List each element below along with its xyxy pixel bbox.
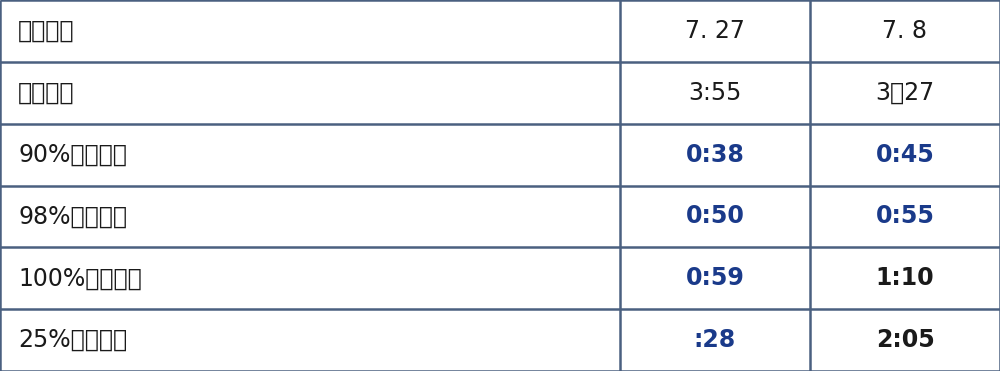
Text: 0:45: 0:45	[876, 142, 934, 167]
Text: 90%控火时间: 90%控火时间	[18, 142, 127, 167]
Text: 2:05: 2:05	[876, 328, 934, 352]
Text: 析液时间: 析液时间	[18, 81, 74, 105]
Text: 3:55: 3:55	[688, 81, 742, 105]
Text: 0:38: 0:38	[686, 142, 744, 167]
Text: 98%控火时间: 98%控火时间	[18, 204, 127, 229]
Text: 0:59: 0:59	[686, 266, 744, 290]
Text: 0:50: 0:50	[686, 204, 744, 229]
Text: 3：27: 3：27	[875, 81, 935, 105]
Text: :28: :28	[694, 328, 736, 352]
Text: 7. 8: 7. 8	[883, 19, 928, 43]
Text: 25%抗烧时间: 25%抗烧时间	[18, 328, 127, 352]
Text: 发泡倍数: 发泡倍数	[18, 19, 74, 43]
Text: 0:55: 0:55	[876, 204, 934, 229]
Text: 100%控火时间: 100%控火时间	[18, 266, 142, 290]
Text: 7. 27: 7. 27	[685, 19, 745, 43]
Text: 1:10: 1:10	[876, 266, 934, 290]
